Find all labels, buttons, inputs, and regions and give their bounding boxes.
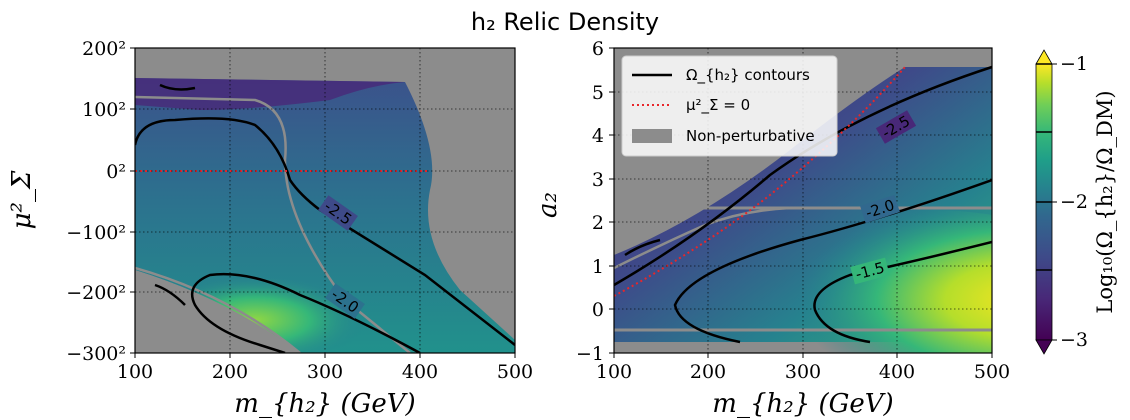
right-ytick-label: 0 [592, 299, 604, 321]
colorbar-label: Log₁₀(Ω_{h₂}/Ω_DM) [1093, 90, 1117, 313]
legend-label-nonpert: Non-perturbative [686, 127, 815, 145]
colorbar-tick-label: −1 [1060, 53, 1088, 75]
left-xtick-label: 200 [212, 361, 248, 383]
left-ytick-label: 0² [106, 161, 126, 183]
left-xaxis-label: m_{h₂} (GeV) [234, 389, 415, 419]
left-ytick-label: 100² [82, 99, 126, 121]
right-contour-small [624, 238, 661, 257]
right-xtick-label: 500 [974, 361, 1010, 383]
left-xtick-label: 500 [497, 361, 533, 383]
left-contour-corner-small [154, 283, 186, 306]
colorbar-tick-label: −2 [1060, 191, 1088, 213]
legend-label-mu-zero: μ²_Σ = 0 [686, 96, 750, 115]
right-xaxis-label: m_{h₂} (GeV) [712, 389, 893, 419]
left-ticks [130, 47, 516, 358]
colorbar-extend-top [1035, 49, 1053, 65]
left-xtick-label: 400 [402, 361, 438, 383]
legend: Ω_{h₂} contours μ²_Σ = 0 Non-perturbativ… [621, 55, 838, 157]
right-ytick-label: 5 [592, 82, 604, 104]
right-xtick-label: 300 [785, 361, 821, 383]
colorbar-extend-bottom [1035, 339, 1053, 355]
right-xtick-label: 100 [596, 361, 632, 383]
right-yaxis-label: a₂ [533, 192, 563, 218]
legend-swatch-nonpert [632, 129, 672, 143]
left-ytick-label: −300² [66, 343, 126, 365]
right-xtick-label: 200 [690, 361, 726, 383]
left-ytick-label: 200² [82, 38, 126, 60]
right-ytick-label: 2 [592, 212, 604, 234]
right-xtick-label: 400 [879, 361, 915, 383]
right-mu-zero-line [614, 66, 906, 297]
left-xtick-label: 300 [307, 361, 343, 383]
left-contour-minus2p5 [135, 117, 515, 346]
colorbar-tick-label: −3 [1060, 329, 1088, 351]
right-contour-minus2p5 [614, 65, 992, 287]
chart-title: h₂ Relic Density [471, 8, 659, 36]
left-ytick-label: −200² [66, 282, 126, 304]
left-contour-top-small [159, 83, 196, 91]
left-yaxis-label: μ²_Σ [7, 170, 37, 229]
left-xtick-label: 100 [117, 361, 153, 383]
left-gray-boundary-lower [135, 266, 301, 353]
left-ytick-label: −100² [66, 222, 126, 244]
right-panel: -2.5 -2.0 -1.5 Ω_{h₂} contours μ²_Σ = 0 … [533, 38, 1010, 419]
legend-box [621, 55, 838, 157]
right-ytick-label: 6 [592, 38, 604, 60]
right-ytick-label: 3 [592, 169, 604, 191]
right-ticks [609, 47, 993, 358]
right-contour-minus1p5 [813, 240, 992, 344]
left-contour-minus2p0 [190, 272, 421, 353]
right-contour-minus2p0 [673, 178, 992, 344]
left-lower-excluded [135, 270, 300, 353]
right-ytick-label: −1 [576, 343, 604, 365]
right-ytick-label: 1 [592, 256, 604, 278]
right-ytick-label: 4 [592, 125, 604, 147]
left-dark-band [135, 78, 405, 110]
colorbar: −1 −2 −3 Log₁₀(Ω_{h₂}/Ω_DM) [1035, 49, 1117, 355]
legend-label-contours: Ω_{h₂} contours [686, 66, 810, 85]
left-panel: -2.5 -2.0 100 200 300 400 500 200² 100² … [7, 38, 533, 419]
